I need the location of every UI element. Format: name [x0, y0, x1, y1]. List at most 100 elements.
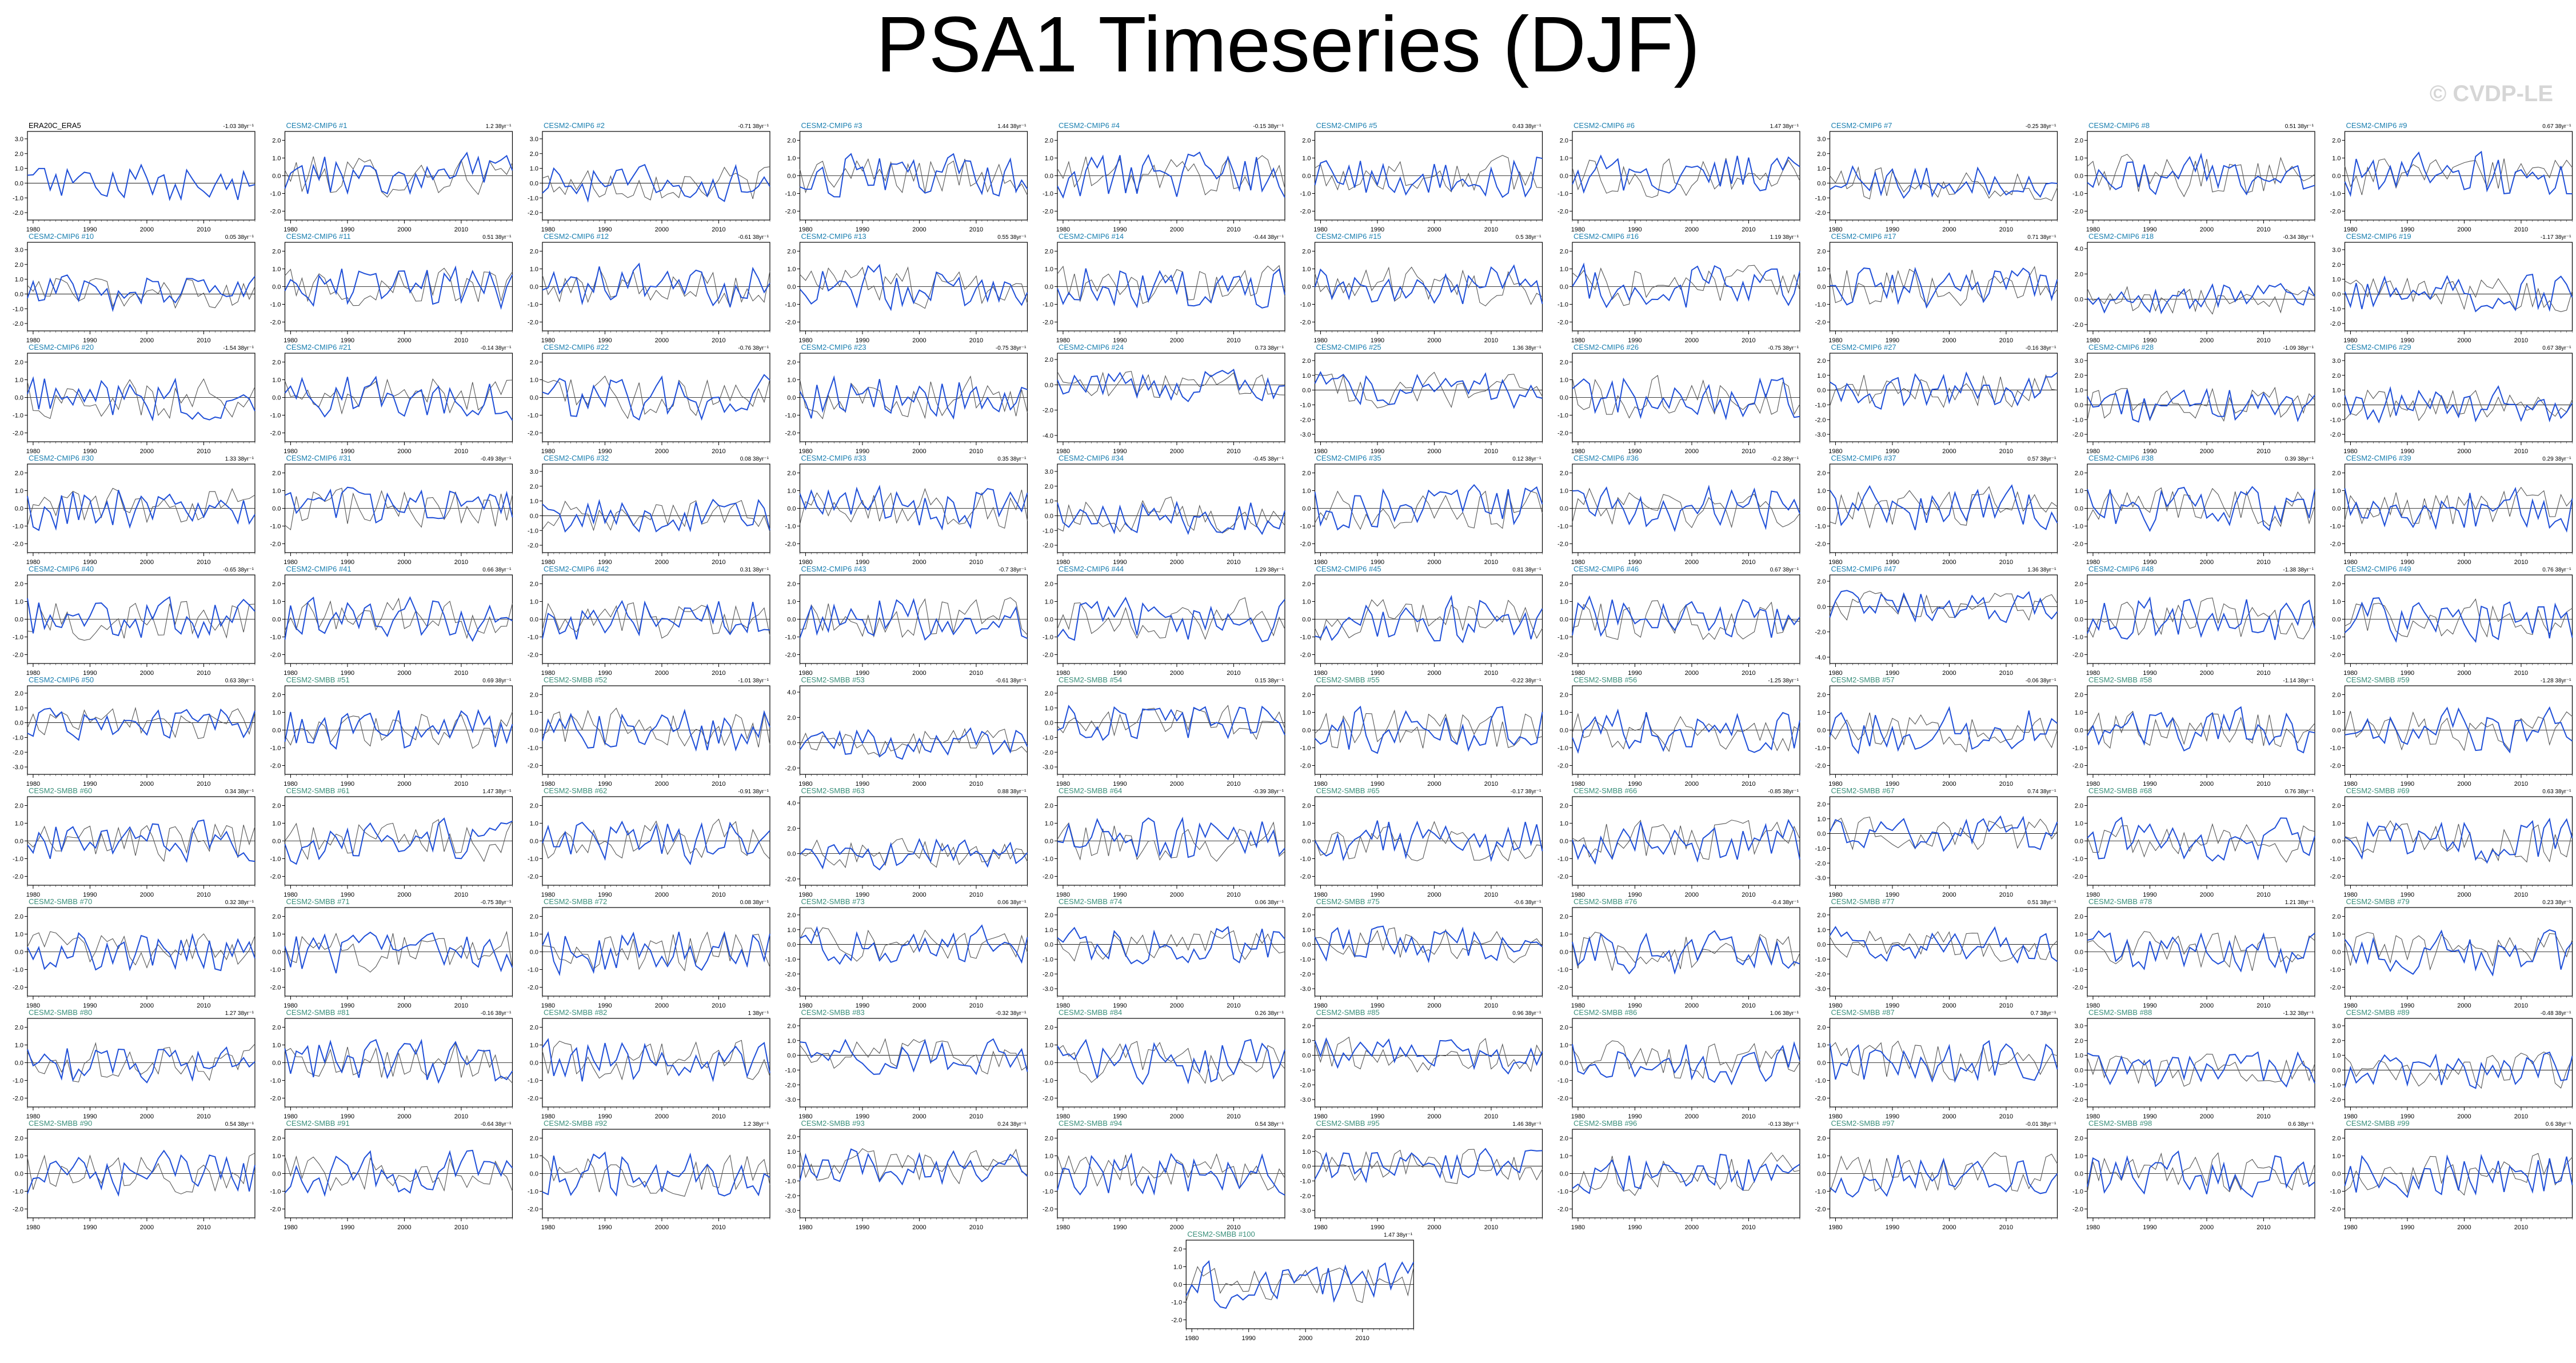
panel: CESM2-CMIP6 #33 0.35 38yr⁻¹ 2.0 1.0 0.0 -1.0 -…	[785, 454, 1028, 566]
panel: CESM2-SMBB #55 -0.22 38yr⁻¹ 2.0 1.0 0.0 -1.0 -…	[1300, 675, 1543, 788]
y-tick-label: 0.0	[530, 838, 538, 845]
x-tick-label: 1980	[2086, 892, 2100, 898]
ensemble-series-line	[2087, 710, 2315, 749]
panel-label: CESM2-CMIP6 #1	[286, 121, 348, 130]
y-tick-label: 1.0	[530, 498, 538, 505]
x-tick-label: 2000	[140, 1002, 154, 1009]
x-tick-label: 2010	[197, 670, 210, 677]
x-tick-label: 1990	[1628, 892, 1642, 898]
trend-label: 0.06 38yr⁻¹	[1255, 900, 1284, 906]
panel-label: CESM2-CMIP6 #35	[1316, 454, 1381, 462]
ensemble-series-line	[1830, 166, 2058, 201]
panel: CESM2-CMIP6 #41 0.66 38yr⁻¹ 2.0 1.0 0.0 -1.0 -…	[270, 565, 513, 677]
x-tick-label: 1980	[1056, 448, 1070, 455]
y-tick-label: -2.0	[528, 763, 538, 770]
observation-series-line	[1572, 484, 1800, 533]
y-tick-label: 0.0	[15, 949, 23, 956]
plot-frame	[1057, 353, 1285, 442]
plot-frame	[1057, 463, 1285, 553]
panel: CESM2-SMBB #66 -0.85 38yr⁻¹ 2.0 1.0 0.0 -1.0 -…	[1557, 786, 1800, 898]
y-tick-label: -2.0	[2072, 763, 2083, 770]
y-tick-label: 2.0	[787, 359, 796, 366]
observation-series-line	[799, 485, 1028, 531]
y-tick-label: 1.0	[2332, 821, 2341, 828]
y-tick-label: -1.0	[1300, 634, 1311, 641]
panel-label: CESM2-CMIP6 #18	[2088, 232, 2154, 241]
x-tick-label: 2000	[1942, 892, 1956, 898]
observation-series-line	[2344, 385, 2573, 424]
x-tick-label: 1990	[1628, 670, 1642, 677]
x-tick-label: 2010	[1484, 337, 1498, 344]
x-tick-label: 1980	[541, 781, 555, 788]
y-tick-label: -1.0	[13, 856, 23, 863]
x-tick-label: 2010	[454, 337, 468, 344]
ensemble-series-line	[1572, 158, 1800, 198]
trend-label: 1.36 38yr⁻¹	[1512, 345, 1541, 351]
x-tick-label: 2010	[712, 559, 725, 566]
observation-series-line	[2344, 597, 2573, 643]
observation-series-line	[284, 265, 513, 310]
y-tick-label: -1.0	[528, 527, 538, 534]
panel-label: CESM2-SMBB #74	[1059, 897, 1122, 906]
x-tick-label: 2000	[397, 559, 411, 566]
y-tick-label: 1.0	[15, 166, 23, 173]
trend-label: 0.15 38yr⁻¹	[1255, 678, 1284, 684]
y-tick-label: -1.0	[270, 856, 281, 863]
y-tick-label: -1.0	[2330, 306, 2341, 313]
x-tick-label: 1980	[2343, 226, 2357, 233]
x-tick-label: 1980	[2343, 337, 2357, 344]
observation-series-line	[285, 486, 513, 524]
x-tick-label: 2000	[1170, 337, 1184, 344]
x-tick-label: 2000	[655, 226, 669, 233]
observation-series-line	[27, 274, 255, 313]
x-tick-label: 1990	[2401, 892, 2414, 898]
y-tick-label: 0.0	[15, 180, 23, 187]
y-tick-label: 0.0	[2332, 506, 2341, 513]
x-tick-label: 2010	[2514, 670, 2528, 677]
x-tick-label: 2010	[1227, 892, 1240, 898]
trend-label: 0.67 38yr⁻¹	[2542, 123, 2571, 130]
y-tick-label: -1.0	[13, 523, 23, 530]
observation-series-line	[2087, 816, 2315, 862]
x-tick-label: 1990	[2143, 448, 2156, 455]
y-tick-label: 2.0	[787, 249, 796, 255]
x-tick-label: 1990	[2143, 559, 2156, 566]
panel: CESM2-CMIP6 #1 1.2 38yr⁻¹ 2.0 1.0 0.0 -1.0 -2.…	[270, 121, 513, 233]
panel: CESM2-SMBB #67 0.74 38yr⁻¹ 2.0 1.0 0.0 -1.0 -2…	[1815, 786, 2058, 898]
trend-label: -0.22 38yr⁻¹	[1511, 678, 1541, 684]
panel: CESM2-CMIP6 #2 -0.71 38yr⁻¹ 3.0 2.0 1.0 0.0 -1…	[528, 121, 770, 233]
y-tick-label: 2.0	[1302, 581, 1311, 588]
x-tick-label: 2010	[197, 337, 210, 344]
trend-label: -0.75 38yr⁻¹	[1768, 345, 1799, 351]
x-tick-label: 1990	[1113, 892, 1127, 898]
y-tick-label: -2.0	[2330, 652, 2341, 659]
x-tick-label: 1980	[26, 559, 40, 566]
trend-label: -0.7 38yr⁻¹	[999, 567, 1027, 573]
x-tick-label: 2000	[1427, 337, 1441, 344]
observation-series-line	[1057, 705, 1285, 741]
y-tick-label: 0.0	[787, 942, 796, 949]
panel: CESM2-CMIP6 #30 1.33 38yr⁻¹ 2.0 1.0 0.0 -1.0 -…	[13, 454, 255, 566]
trend-label: -1.17 38yr⁻¹	[2541, 234, 2571, 241]
y-tick-label: 1.0	[530, 266, 538, 273]
y-tick-label: -2.0	[528, 985, 538, 992]
x-tick-label: 1990	[1371, 781, 1384, 788]
y-tick-label: 1.0	[1302, 710, 1311, 717]
ensemble-series-line	[1314, 821, 1543, 862]
panel: CESM2-CMIP6 #8 0.51 38yr⁻¹ 2.0 1.0 0.0 -1.0 -2…	[2072, 121, 2315, 233]
y-tick-label: 2.0	[1045, 912, 1053, 919]
y-tick-label: 2.0	[15, 581, 23, 588]
y-tick-label: -2.0	[13, 652, 23, 659]
y-tick-label: -1.0	[2072, 417, 2083, 423]
ensemble-series-line	[2344, 158, 2573, 195]
y-tick-label: -1.0	[2330, 191, 2341, 198]
observation-series-line	[2344, 150, 2573, 197]
y-tick-label: 0.0	[1045, 173, 1053, 180]
x-tick-label: 1980	[798, 670, 812, 677]
y-tick-label: 0.0	[2332, 173, 2341, 180]
panel-label: CESM2-CMIP6 #16	[1573, 232, 1639, 241]
x-tick-label: 1990	[2401, 670, 2414, 677]
panel-label: CESM2-CMIP6 #9	[2346, 121, 2407, 130]
x-tick-label: 2000	[397, 226, 411, 233]
y-tick-label: 1.0	[2332, 277, 2341, 283]
